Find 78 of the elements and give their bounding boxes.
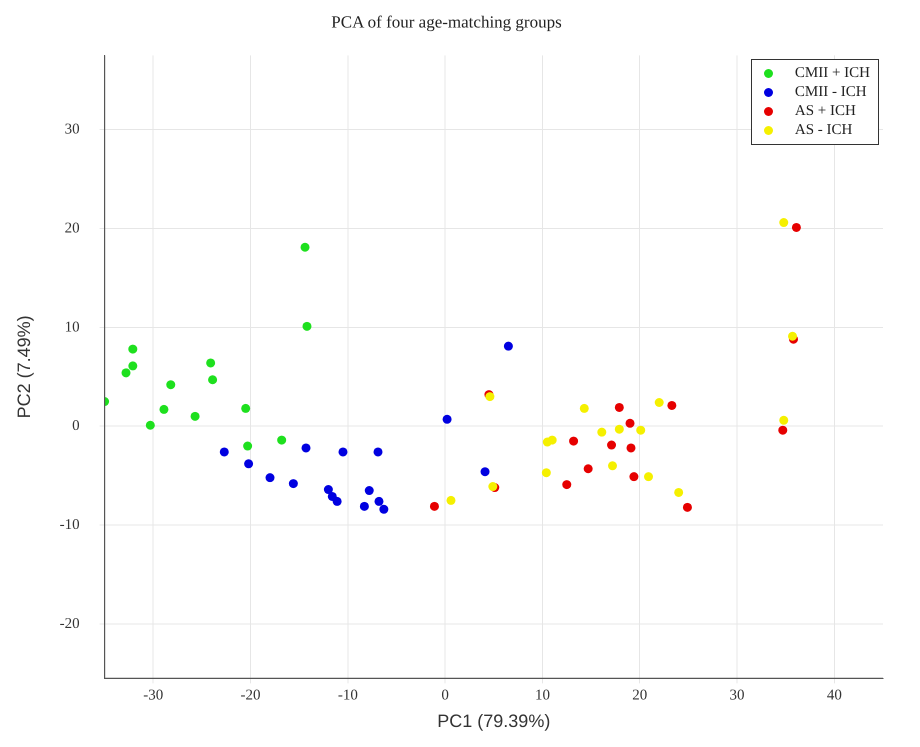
y-tick-label: 20 <box>64 220 80 236</box>
point <box>674 488 684 497</box>
point <box>364 486 374 496</box>
point <box>654 398 664 407</box>
x-axis-title: PC1 (79.39%) <box>437 711 550 732</box>
chart-title: PCA of four age-matching groups <box>331 12 562 32</box>
y-tick-label: 0 <box>72 418 80 434</box>
point <box>122 368 130 378</box>
x-tick-label: -30 <box>143 687 164 704</box>
x-tick-label: 10 <box>534 687 550 704</box>
point <box>562 480 572 490</box>
point <box>300 242 310 252</box>
point <box>626 418 635 428</box>
point <box>442 414 452 424</box>
point <box>788 332 798 341</box>
point <box>302 443 311 452</box>
point <box>206 358 216 368</box>
point <box>430 502 439 511</box>
legend-label: CMII + ICH <box>794 64 870 84</box>
x-tick-label: -10 <box>338 687 358 704</box>
point <box>288 479 298 488</box>
point <box>374 447 383 456</box>
point <box>374 496 384 506</box>
point <box>779 218 788 228</box>
legend-label: CMII - ICH <box>794 83 867 102</box>
point <box>614 424 624 434</box>
point <box>360 502 369 511</box>
y-tick-label: 10 <box>64 319 80 336</box>
point <box>338 447 348 456</box>
point <box>614 402 624 412</box>
point <box>629 472 638 482</box>
x-tick-label: -20 <box>240 687 261 704</box>
point <box>779 416 788 425</box>
point <box>636 426 646 435</box>
point <box>266 473 275 482</box>
point <box>607 440 616 450</box>
point <box>542 468 551 478</box>
y-tick-label: 30 <box>64 122 80 138</box>
point <box>244 459 254 468</box>
point <box>208 375 218 384</box>
point <box>241 404 250 413</box>
point <box>548 436 557 445</box>
x-tick-label: 30 <box>730 687 745 704</box>
point <box>644 472 654 482</box>
point <box>166 380 176 390</box>
point <box>504 342 513 351</box>
y-tick-label: -10 <box>60 517 80 534</box>
legend-label: AS + ICH <box>794 102 856 122</box>
x-tick-label: 40 <box>826 687 842 704</box>
point <box>379 504 388 514</box>
point <box>146 420 155 430</box>
point <box>580 404 589 413</box>
point <box>220 447 229 456</box>
y-tick-label: -20 <box>60 616 80 632</box>
point <box>159 404 168 414</box>
y-axis-title: PC2 (7.49%) <box>14 315 34 418</box>
point <box>190 412 200 421</box>
point <box>608 461 618 470</box>
point <box>128 361 138 370</box>
point <box>302 322 312 331</box>
legend-label: AS - ICH <box>794 121 852 140</box>
point <box>597 428 606 437</box>
point <box>243 442 252 451</box>
point <box>626 443 636 452</box>
point <box>569 436 578 446</box>
point <box>778 426 788 435</box>
point <box>324 485 333 494</box>
point <box>792 222 801 232</box>
point <box>667 400 676 410</box>
point <box>446 496 456 505</box>
point <box>277 436 286 445</box>
x-tick-label: 20 <box>632 687 648 704</box>
x-tick-label: 0 <box>441 687 449 704</box>
point <box>332 496 342 506</box>
point <box>682 502 692 512</box>
point <box>480 467 490 476</box>
point <box>584 464 593 474</box>
point <box>128 344 138 354</box>
